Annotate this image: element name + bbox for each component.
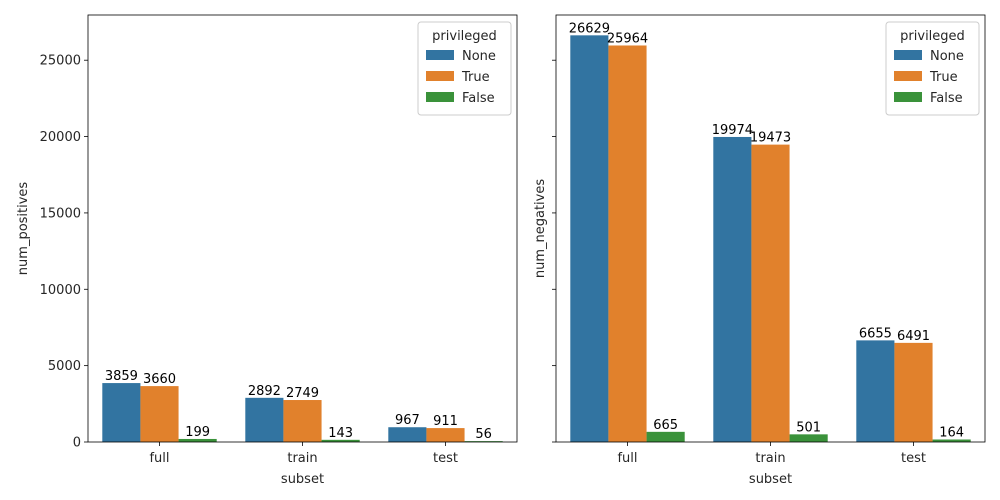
bar-full-false: [178, 438, 217, 442]
y-tick-label-25000: 25000: [40, 54, 81, 69]
legend-swatch-false: [894, 92, 922, 102]
legend-title: privileged: [900, 29, 965, 44]
bar-full-false: [646, 431, 685, 442]
data-label-full-false: 665: [653, 418, 678, 433]
bar-train-false: [789, 434, 828, 442]
bar-train-true: [751, 144, 790, 443]
x-axis-label: subset: [749, 472, 792, 487]
data-label-full-true: 3660: [143, 372, 176, 387]
legend-label-true: True: [461, 70, 490, 85]
bar-test-true: [894, 342, 933, 442]
data-label-train-false: 501: [796, 420, 821, 435]
bar-train-false: [321, 439, 360, 442]
x-tick-label-test: test: [901, 451, 926, 466]
legend-label-false: False: [462, 91, 495, 106]
data-label-test-false: 164: [939, 426, 964, 441]
bar-test-true: [426, 428, 465, 442]
bar-train-none: [713, 136, 752, 442]
chart-panel-1: 3859 3660 199 full 2892 2749 143 train 967 911 56 t…: [16, 14, 518, 487]
legend-label-true: True: [929, 70, 958, 85]
legend-box: [885, 21, 980, 116]
y-tick-label-15000: 15000: [40, 206, 81, 221]
data-label-test-true: 6491: [897, 329, 930, 344]
data-label-full-none: 26629: [569, 21, 610, 36]
x-tick-label-full: full: [617, 451, 637, 466]
bar-full-none: [570, 35, 609, 442]
y-tick-label-20000: 20000: [40, 130, 81, 145]
bar-full-none: [102, 383, 141, 442]
legend-box: [417, 21, 512, 116]
x-tick-label-train: train: [287, 451, 317, 466]
y-tick-label-10000: 10000: [40, 283, 81, 298]
y-axis-label: num_positives: [16, 182, 31, 276]
data-label-full-true: 25964: [607, 31, 648, 46]
x-tick-label-test: test: [433, 451, 458, 466]
legend-title: privileged: [432, 29, 497, 44]
x-tick-label-train: train: [755, 451, 785, 466]
plot-frame: [555, 14, 986, 443]
data-label-full-false: 199: [185, 425, 210, 440]
legend: privileged None True False: [885, 21, 980, 116]
data-label-test-none: 967: [395, 413, 420, 428]
bar-test-false: [464, 441, 503, 442]
legend-label-false: False: [930, 91, 963, 106]
data-label-test-false: 56: [475, 427, 492, 442]
data-label-train-true: 2749: [286, 386, 319, 401]
bar-test-false: [932, 439, 971, 442]
legend: privileged None True False: [417, 21, 512, 116]
bar-test-none: [856, 340, 895, 442]
data-label-test-true: 911: [433, 414, 458, 429]
y-tick-label-5000: 5000: [48, 359, 81, 374]
x-axis-label: subset: [281, 472, 324, 487]
data-label-train-true: 19473: [750, 131, 791, 146]
data-label-train-none: 2892: [248, 384, 281, 399]
y-axis-label: num_negatives: [533, 179, 548, 278]
legend-swatch-false: [426, 92, 454, 102]
y-tick-label-0: 0: [73, 436, 81, 451]
legend-label-none: None: [462, 49, 496, 64]
bar-full-true: [608, 45, 647, 442]
bar-test-none: [388, 427, 427, 442]
legend-swatch-none: [894, 50, 922, 60]
x-tick-label-full: full: [149, 451, 169, 466]
bar-full-true: [140, 386, 179, 442]
plot-frame: [87, 14, 518, 443]
data-label-full-none: 3859: [105, 369, 138, 384]
legend-label-none: None: [930, 49, 964, 64]
bar-train-none: [245, 397, 284, 442]
bar-train-true: [283, 400, 322, 442]
legend-swatch-none: [426, 50, 454, 60]
legend-swatch-true: [894, 71, 922, 81]
data-label-test-none: 6655: [859, 326, 892, 341]
data-label-train-none: 19974: [712, 123, 753, 138]
legend-swatch-true: [426, 71, 454, 81]
data-label-train-false: 143: [328, 426, 353, 441]
